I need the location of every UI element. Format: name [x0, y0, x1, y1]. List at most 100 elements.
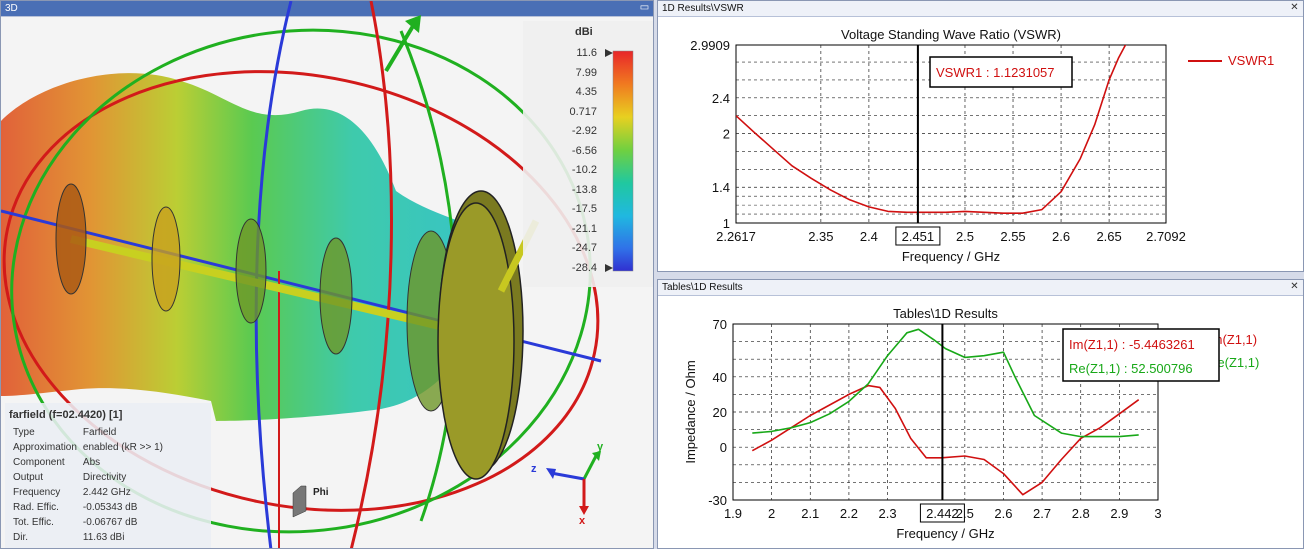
phi-marker-icon [292, 485, 307, 518]
y-tick-label: 2.4 [712, 91, 730, 106]
x-tick-label: 2.2617 [716, 229, 756, 244]
marker-x-label-box [896, 227, 940, 245]
x-axis-label: Frequency / GHz [902, 249, 1000, 264]
impedance-readout-box [1062, 328, 1220, 382]
info-row: Tot. Effic. -0.06767 dB [11, 515, 167, 530]
colorbar-tick-label: 11.6 [576, 47, 597, 59]
info-value: 11.63 dBi [82, 532, 125, 543]
axis-label-x: x [579, 515, 586, 527]
x-tick-label: 2.2 [840, 506, 858, 521]
vswr-close-icon[interactable]: ✕ [1290, 2, 1299, 13]
colorbar-tick-label: -6.56 [571, 144, 597, 157]
phi-label: Phi [313, 487, 329, 498]
readout-re: Re(Z1,1) : 52.500796 [1069, 361, 1193, 376]
x-tick-label: 3 [1154, 506, 1161, 521]
y-tick-label: 1.4 [712, 180, 730, 195]
y-tick-label: 40 [713, 370, 727, 385]
y-axis-label: Impedance / Ohm [683, 360, 698, 463]
triad-x-head [579, 506, 589, 515]
x-tick-label: 2.7 [1033, 506, 1051, 521]
farfield-info-box: farfield (f=02.4420) [1] Type Farfield App… [5, 403, 211, 548]
x-tick-label: 2.451 [902, 229, 935, 244]
antenna-boom [70, 235, 462, 335]
chart-title: Tables\1D Results [893, 306, 998, 321]
y-tick-label: -30 [708, 493, 727, 508]
red-vertical-ring [349, 1, 393, 548]
axis-label-y: y [597, 441, 604, 453]
maximize-icon[interactable]: ▭ [639, 2, 650, 13]
series-line-vswr1 [736, 40, 1128, 214]
director-4 [319, 237, 353, 355]
info-key: Approximation [13, 442, 77, 453]
farfield-3d-scene[interactable] [1, 1, 654, 549]
triad-z-axis [550, 471, 585, 481]
reflector-plate [437, 202, 515, 480]
info-value: 2.442 GHz [82, 487, 131, 498]
info-key: Component [13, 457, 65, 468]
vswr-readout-box [930, 57, 1072, 87]
tables-close-icon[interactable]: ✕ [1290, 281, 1299, 292]
green-axis-arrow [384, 24, 415, 73]
y-tick-label: 2.9909 [690, 38, 730, 53]
legend-label-im: Im(Z1,1) [1208, 332, 1257, 347]
x-tick-label: 2.35 [808, 229, 833, 244]
legend-label-re: Re(Z1,1) [1208, 355, 1259, 370]
info-key: Type [13, 427, 35, 438]
y-tick-label: 0 [720, 440, 727, 455]
colorbar-tick-label: 0.717 [569, 105, 597, 118]
info-key: Tot. Effic. [13, 517, 54, 528]
info-key: Frequency [13, 487, 61, 498]
info-row: Component Abs [11, 455, 167, 470]
vswr-chart[interactable]: Voltage Standing Wave Ratio (VSWR) 2.2617… [658, 1, 1304, 272]
colorbar-tick-label: -17.5 [571, 203, 597, 215]
x-tick-label: 2.5 [956, 229, 974, 244]
triad-y-axis [582, 455, 598, 480]
triad-z-head [546, 468, 556, 479]
x-tick-label: 2.6 [994, 506, 1012, 521]
readout-im: Im(Z1,1) : -5.4463261 [1069, 337, 1195, 352]
y-tick-label: 1 [723, 216, 730, 231]
director-3 [235, 218, 267, 324]
vswr-panel[interactable]: 1D Results\VSWR ✕ Voltage Standing Wave … [657, 0, 1304, 272]
info-value: enabled (kR >> 1) [82, 442, 163, 453]
3d-panel-titlebar[interactable]: 3D ▭ [1, 1, 653, 17]
colorbar-tick-label: -13.8 [571, 183, 597, 196]
info-row: Dir. 11.63 dBi [11, 530, 167, 545]
legend-label-vswr1: VSWR1 [1228, 53, 1274, 68]
3d-view-panel[interactable]: 3D ▭ [0, 0, 654, 549]
info-key: Dir. [13, 532, 28, 543]
x-tick-label: 2.4 [860, 229, 878, 244]
info-row: Rad. Effic. -0.05343 dB [11, 500, 167, 515]
marker-x-label-box [919, 503, 965, 523]
triad-y-head [592, 451, 601, 461]
colorbar-tick-label: -28.4 [571, 261, 597, 274]
colorbar-tick-label: -10.2 [571, 164, 597, 176]
info-key: Rad. Effic. [13, 502, 59, 513]
colorbar-labels: dBi 11.6 7.99 4.35 0.717 -2.92 -6.56 -10.2 -13.… [541, 26, 605, 286]
info-value: Directivity [82, 472, 127, 483]
tables-panel-titlebar[interactable]: Tables\1D Results ✕ [658, 280, 1303, 296]
theta-ring-red [2, 70, 600, 512]
x-tick-label: 2.6 [1052, 229, 1070, 244]
green-arrow-head [405, 15, 421, 33]
axis-label-z: z [531, 463, 537, 475]
tables-panel-title: Tables\1D Results [662, 282, 743, 293]
y-tick-label: 20 [713, 405, 727, 420]
x-tick-label: 2.442 [926, 506, 959, 521]
y-tick-label: 2 [723, 127, 730, 142]
tables-panel[interactable]: Tables\1D Results ✕ Tables\1D Results 1.9… [657, 279, 1304, 549]
director-1 [55, 183, 87, 295]
colorbar-tick-label: -21.1 [571, 222, 597, 235]
colorbar-tick-label: -2.92 [571, 125, 597, 137]
vswr-panel-titlebar[interactable]: 1D Results\VSWR ✕ [658, 1, 1303, 17]
3d-panel-title: 3D [5, 3, 18, 14]
x-tick-label: 2.9 [1110, 506, 1128, 521]
director-2 [151, 206, 181, 312]
vswr-panel-title: 1D Results\VSWR [662, 3, 744, 14]
x-tick-label: 2 [768, 506, 775, 521]
x-tick-label: 2.8 [1072, 506, 1090, 521]
colorbar-min-marker [605, 264, 613, 272]
info-row: Output Directivity [11, 470, 167, 485]
y-tick-label: 70 [713, 317, 727, 332]
